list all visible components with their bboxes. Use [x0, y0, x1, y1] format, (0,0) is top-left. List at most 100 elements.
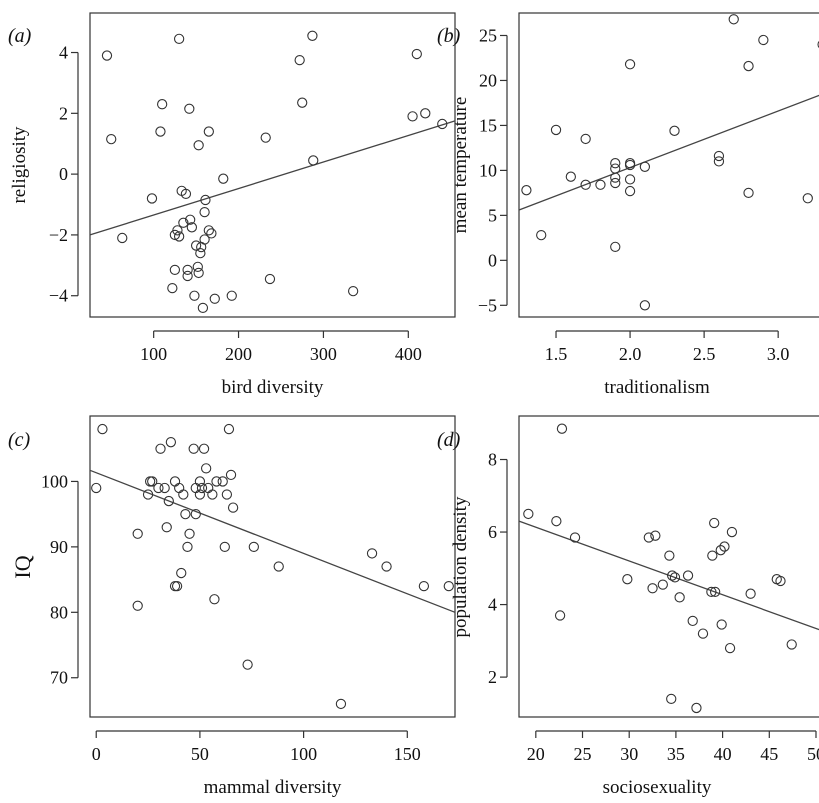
x-tick-label: 25: [574, 744, 592, 764]
x-tick-label: 45: [760, 744, 778, 764]
regression-line: [89, 469, 456, 613]
data-point: [709, 586, 721, 598]
panel-label: (d): [437, 429, 461, 451]
x-tick-label: 0: [92, 744, 101, 764]
x-tick-label: 40: [714, 744, 732, 764]
data-point: [745, 588, 756, 599]
data-point: [194, 476, 206, 487]
y-tick-label: −4: [49, 286, 68, 306]
y-tick-label: 2: [59, 103, 68, 123]
data-point: [556, 423, 568, 434]
data-point: [624, 174, 636, 185]
data-point: [182, 541, 193, 553]
y-tick-label: 4: [59, 43, 68, 63]
data-point: [203, 225, 214, 236]
x-tick-label: 30: [620, 744, 638, 764]
data-point: [715, 545, 726, 556]
data-point: [308, 155, 319, 166]
data-point: [203, 482, 214, 494]
data-point: [193, 140, 204, 151]
data-point: [178, 489, 189, 500]
data-point: [161, 522, 172, 533]
data-point: [97, 423, 108, 435]
y-tick-label: 25: [479, 25, 497, 45]
x-tick-label: 200: [225, 344, 252, 364]
data-point: [569, 532, 581, 543]
data-point: [193, 267, 204, 279]
data-point: [707, 550, 718, 561]
data-point: [709, 517, 720, 529]
scatter-panel-4: 20 25 30 35 40 45 50 2 4 6 8 (d) sociosexuality popul…: [437, 415, 819, 798]
data-point: [117, 232, 128, 244]
data-point: [132, 528, 143, 539]
data-point: [173, 231, 185, 242]
data-point: [186, 222, 198, 233]
y-axis-title: IQ: [10, 555, 35, 578]
y-tick-label: 8: [488, 450, 497, 470]
data-point: [153, 482, 164, 494]
data-point: [199, 206, 210, 218]
data-point: [200, 194, 211, 206]
data-point: [411, 48, 422, 60]
plot-frame: [518, 415, 819, 718]
data-point: [706, 586, 717, 598]
data-point: [523, 508, 534, 520]
data-point: [147, 476, 158, 487]
data-point: [223, 423, 235, 435]
data-point: [242, 659, 253, 670]
data-point: [758, 34, 769, 46]
y-tick-label: 0: [59, 164, 68, 184]
data-point: [728, 14, 739, 25]
y-tick-label: 20: [479, 70, 497, 90]
data-point: [639, 161, 651, 172]
data-point: [294, 54, 305, 66]
data-point: [554, 610, 566, 621]
scatter-panel-1: 100 200 300 400 −4 −2 0 2 4 (a) bird diversity reli…: [8, 12, 456, 398]
x-tick-label: 3.0: [767, 344, 790, 364]
y-tick-label: 15: [479, 115, 497, 135]
data-point: [146, 193, 158, 204]
x-tick-label: 400: [395, 344, 422, 364]
data-point: [217, 476, 228, 487]
data-point: [580, 179, 591, 190]
data-point: [188, 443, 199, 454]
data-point: [169, 580, 181, 592]
data-point: [624, 158, 636, 169]
data-point: [669, 572, 681, 583]
data-point: [173, 33, 185, 44]
data-point: [716, 619, 727, 630]
data-point: [198, 443, 210, 454]
data-point: [211, 476, 222, 487]
data-point: [144, 476, 156, 487]
data-point: [418, 580, 430, 592]
data-point: [155, 126, 166, 137]
data-point: [786, 639, 797, 650]
x-axis-title: bird diversity: [222, 377, 324, 398]
panel-label: (c): [8, 429, 31, 451]
data-point: [273, 561, 284, 572]
data-point: [610, 163, 621, 174]
regression-line: [518, 94, 819, 211]
data-point: [169, 264, 181, 276]
y-tick-label: 80: [50, 602, 68, 622]
data-point: [817, 40, 819, 49]
data-point: [775, 575, 786, 587]
data-point: [180, 509, 191, 520]
data-point: [195, 248, 206, 259]
plot-frame: [89, 12, 456, 318]
data-point: [163, 495, 174, 507]
data-point: [443, 580, 454, 592]
y-tick-label: −5: [478, 295, 497, 315]
y-axis-title: religiosity: [9, 126, 30, 204]
data-point: [650, 530, 661, 541]
y-tick-label: −2: [49, 225, 68, 245]
data-point: [643, 532, 654, 543]
data-point: [307, 30, 318, 41]
data-point: [366, 548, 378, 559]
y-axis-title: mean temperature: [450, 97, 471, 234]
panel-label: (b): [437, 25, 461, 47]
y-tick-label: 2: [488, 667, 497, 687]
data-point: [551, 516, 562, 527]
data-point: [521, 185, 532, 196]
